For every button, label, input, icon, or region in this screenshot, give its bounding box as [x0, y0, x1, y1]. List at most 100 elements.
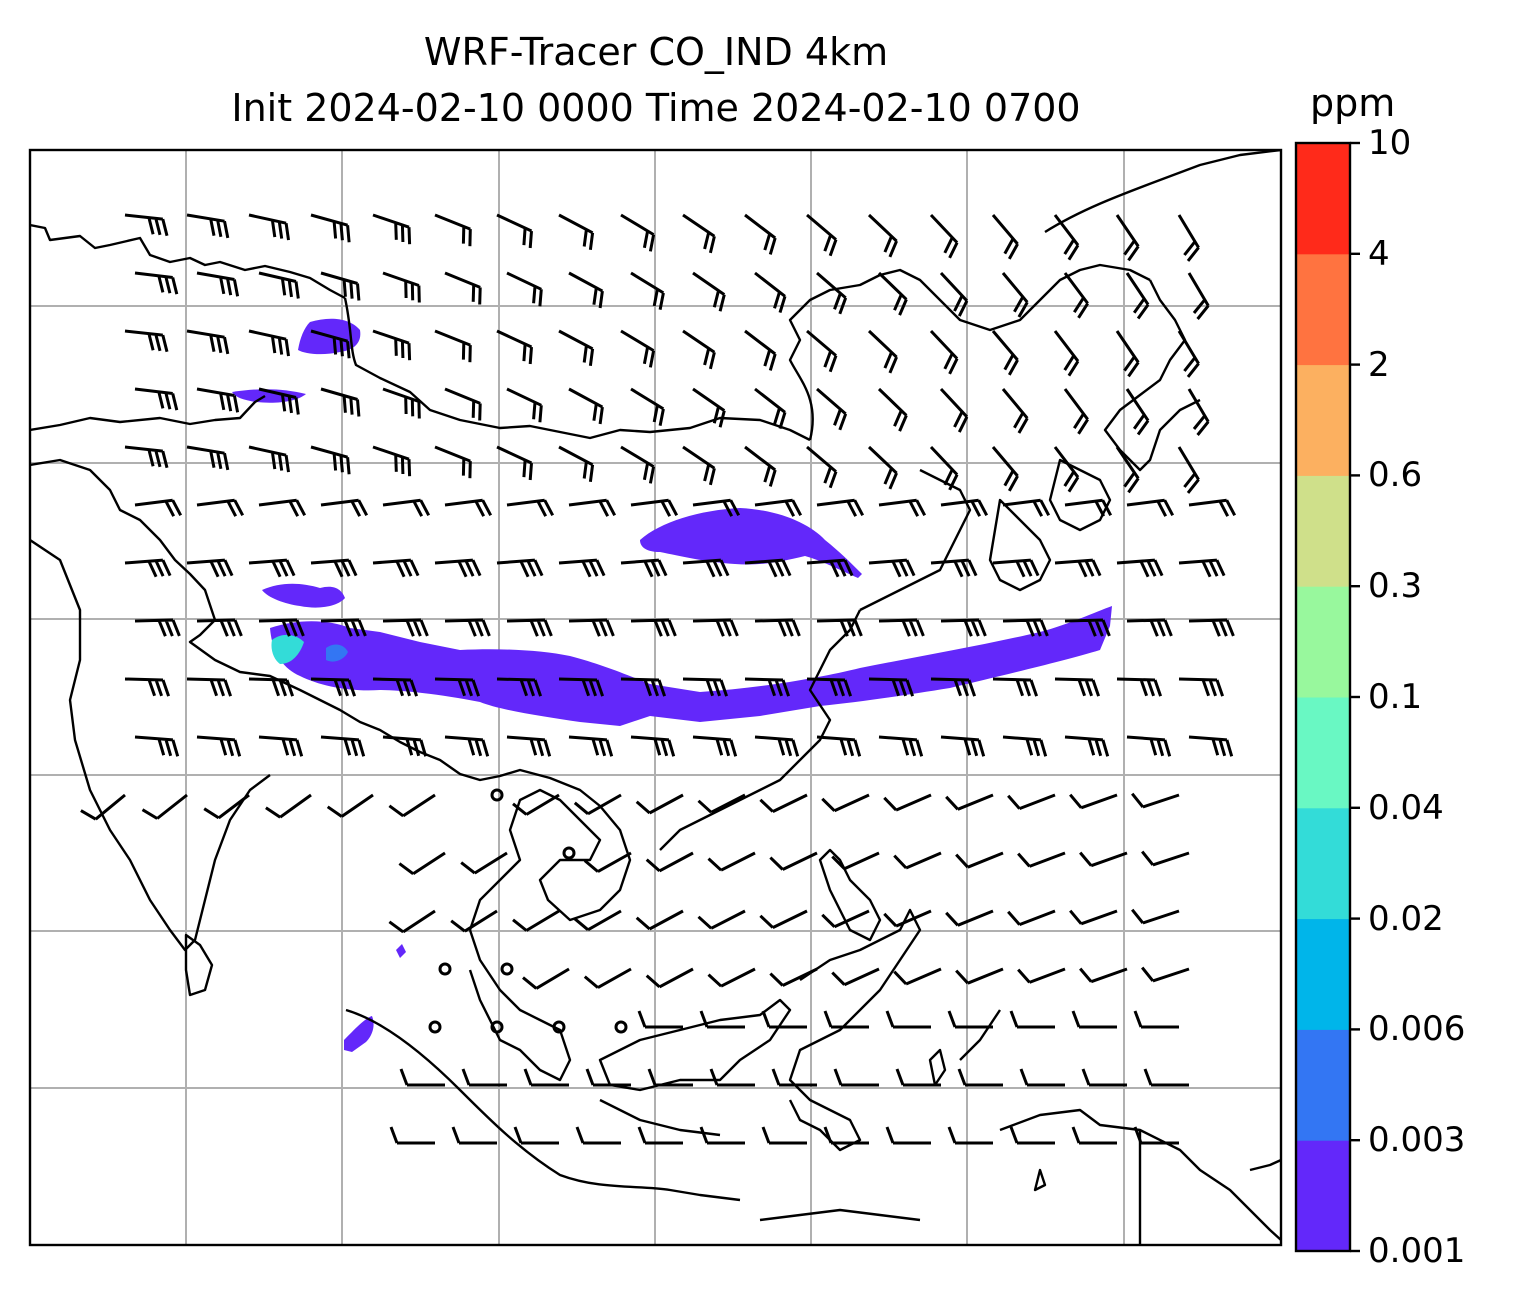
wind-barb	[522, 967, 570, 990]
wind-barb	[134, 498, 183, 517]
wind-barb	[955, 851, 1004, 869]
wind-barb	[1188, 618, 1235, 637]
wind-barb	[1131, 792, 1180, 809]
wind-barb	[692, 387, 726, 428]
wind-barb	[310, 558, 358, 578]
wind-barb	[940, 498, 989, 517]
wind-barb	[868, 677, 915, 697]
colorbar	[1294, 141, 1360, 1253]
wind-barb	[258, 271, 300, 299]
wind-barb	[1079, 851, 1128, 868]
wind-barb	[496, 213, 533, 249]
wind-barb	[769, 851, 818, 871]
wind-barb	[372, 558, 420, 578]
wind-barb	[320, 387, 361, 417]
colorbar-tick-label: 0.3	[1368, 566, 1423, 607]
wind-barb	[575, 1126, 621, 1145]
wind-barb	[1071, 1010, 1117, 1029]
wind-barb	[771, 1068, 817, 1087]
wind-barb	[1007, 909, 1056, 927]
wind-barb	[878, 618, 925, 637]
wind-barb	[1007, 793, 1056, 811]
wind-barb	[867, 445, 898, 490]
wind-barb	[320, 271, 361, 301]
wind-barb	[388, 909, 436, 934]
wind-barb	[134, 387, 179, 411]
wind-barb	[806, 213, 838, 257]
wind-barb	[196, 618, 243, 637]
wind-barb	[620, 677, 667, 697]
wind-barb	[761, 1010, 807, 1029]
wind-barb	[1141, 850, 1190, 867]
wind-barb	[647, 1068, 693, 1087]
wind-barb	[947, 1126, 993, 1145]
wind-barb	[816, 271, 848, 315]
wind-barb	[744, 213, 777, 255]
wind-barb	[823, 1010, 869, 1029]
wind-barb	[258, 618, 305, 637]
wind-barb	[1187, 272, 1210, 320]
wind-barb	[451, 1126, 497, 1145]
wind-barb	[372, 445, 412, 477]
wind-barb	[1002, 618, 1049, 637]
wind-barb	[929, 329, 959, 375]
wind-barb	[867, 329, 898, 374]
wind-barb	[744, 445, 777, 487]
wind-barb	[513, 1126, 559, 1145]
colorbar-tick-label: 0.1	[1368, 677, 1423, 717]
map-title-line2: Init 2024-02-10 0000 Time 2024-02-10 070…	[231, 86, 1081, 130]
wind-barb	[620, 445, 656, 484]
wind-barb	[124, 445, 169, 469]
wind-barb	[1002, 735, 1048, 757]
wind-barb	[929, 445, 959, 491]
wind-barb	[372, 329, 412, 361]
wind-barb	[558, 558, 606, 578]
wind-barb	[821, 909, 870, 929]
plume-main-band	[270, 606, 1112, 726]
wind-barb	[382, 271, 421, 303]
wind-barb	[1177, 446, 1200, 494]
wind-barb	[1116, 558, 1164, 578]
wind-barb	[699, 1010, 745, 1029]
colorbar-segment	[1296, 253, 1350, 366]
wind-barb	[506, 387, 543, 423]
wind-barbs-layer	[80, 213, 1237, 1145]
wind-barb	[1054, 677, 1101, 697]
wind-barb	[124, 558, 172, 578]
wind-barb	[1126, 498, 1175, 517]
calm-wind-marker	[552, 1020, 566, 1034]
colorbar-tick-label: 0.003	[1368, 1120, 1466, 1161]
wind-barb	[186, 445, 230, 471]
wind-barb	[1079, 967, 1128, 984]
wind-barb	[568, 387, 604, 425]
wind-barb	[630, 498, 679, 517]
wind-barb	[134, 618, 181, 637]
wind-barb	[558, 677, 605, 697]
wind-barb	[506, 271, 543, 307]
wind-barb	[754, 618, 801, 637]
wind-barb	[444, 618, 491, 637]
wind-barb	[512, 793, 560, 816]
colorbar-tick-label: 0.001	[1368, 1231, 1466, 1271]
calm-wind-marker	[428, 1020, 442, 1034]
wind-barb	[761, 1126, 807, 1145]
colorbar-tick-label: 0.04	[1368, 787, 1444, 828]
wind-barb	[196, 498, 245, 517]
wind-barb	[877, 387, 908, 432]
wind-barb	[310, 213, 351, 243]
coastlines	[30, 150, 1281, 1245]
wind-barb	[248, 445, 290, 473]
wind-barb	[831, 967, 880, 987]
wind-barb	[1188, 735, 1234, 757]
wind-barb	[1069, 793, 1118, 810]
colorbar-tick-label: 0.6	[1368, 455, 1423, 496]
wind-barb	[460, 851, 508, 875]
wind-barb	[955, 967, 1004, 985]
calm-wind-marker	[500, 962, 514, 976]
wind-barb	[186, 677, 233, 697]
wind-barb	[444, 387, 482, 421]
wind-barb	[709, 1068, 755, 1087]
wind-barb	[895, 1068, 941, 1087]
wind-barb	[398, 851, 446, 876]
plume-north-india	[262, 583, 345, 608]
